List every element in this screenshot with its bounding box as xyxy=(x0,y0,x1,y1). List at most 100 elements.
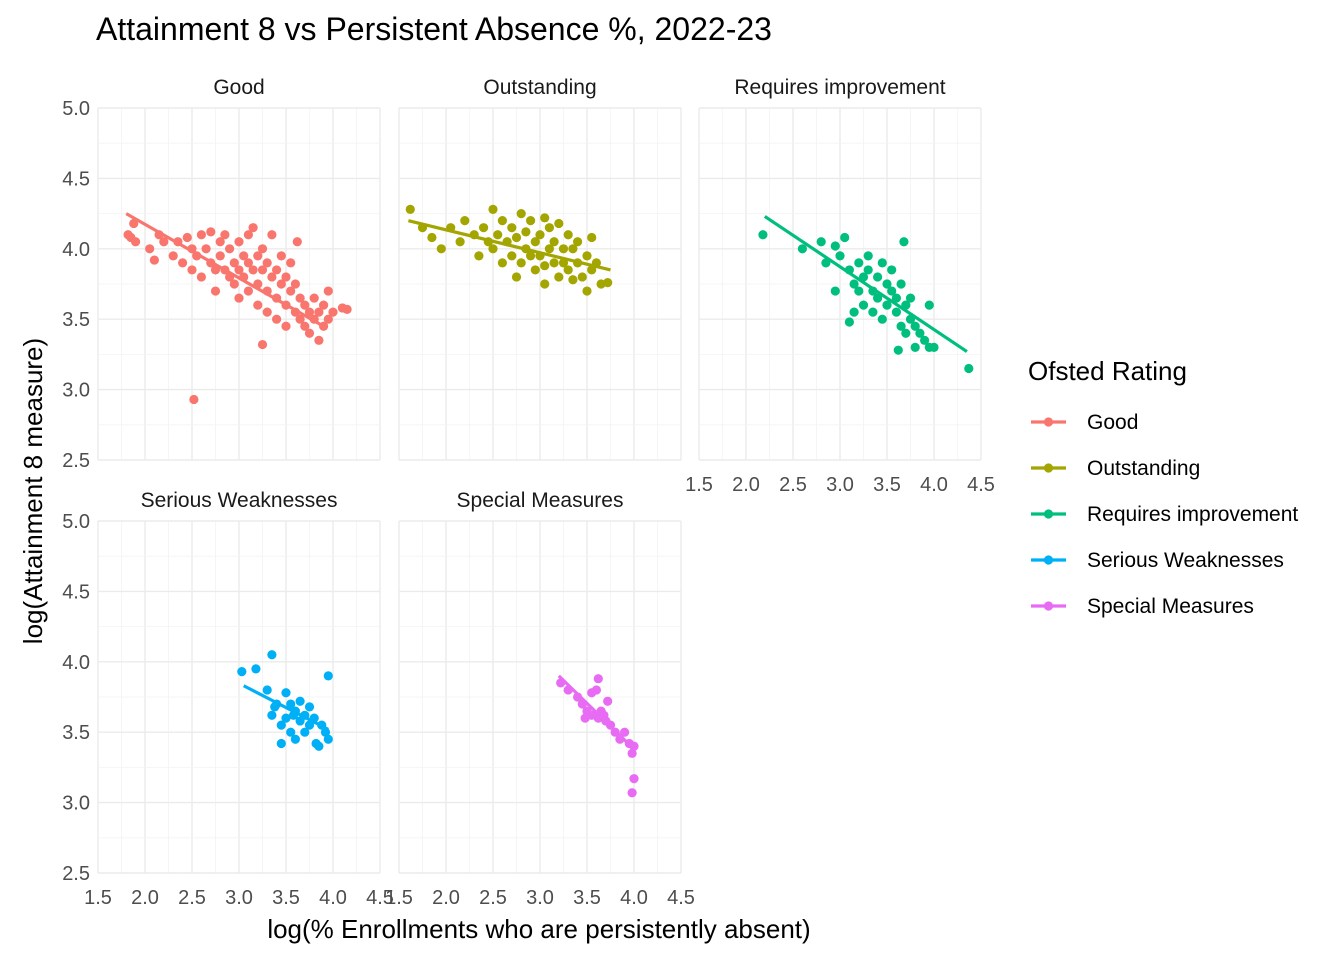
data-point xyxy=(225,244,235,254)
x-tick-label: 1.5 xyxy=(685,474,713,496)
x-axis-title: log(% Enrollments who are persistently a… xyxy=(267,914,810,944)
data-point xyxy=(189,394,199,405)
data-point xyxy=(257,339,268,350)
data-point xyxy=(237,667,247,677)
data-point xyxy=(314,307,324,317)
data-point xyxy=(516,209,526,219)
x-tick-label: 2.5 xyxy=(779,474,807,496)
trend-line-good xyxy=(125,212,325,328)
points-good xyxy=(123,218,352,405)
data-point xyxy=(582,286,592,296)
data-point xyxy=(248,265,258,275)
data-point xyxy=(300,300,310,310)
data-point xyxy=(455,237,465,247)
data-point xyxy=(196,272,206,282)
data-point xyxy=(149,255,159,265)
data-point xyxy=(215,251,225,261)
data-point xyxy=(910,342,920,352)
data-point xyxy=(234,293,244,303)
data-point xyxy=(587,232,597,243)
data-point xyxy=(319,300,329,310)
data-point xyxy=(286,727,296,737)
facet-label-outstanding: Outstanding xyxy=(483,76,596,99)
data-point xyxy=(854,258,864,268)
data-point xyxy=(488,204,498,214)
data-point xyxy=(436,244,446,254)
data-point xyxy=(603,277,613,288)
data-point xyxy=(511,232,522,243)
data-point xyxy=(215,237,225,247)
data-point xyxy=(924,300,934,310)
data-point xyxy=(479,223,489,233)
x-tick-label: 2.0 xyxy=(432,887,460,909)
data-point xyxy=(882,279,892,289)
trend-line-outstanding xyxy=(408,219,611,272)
data-point xyxy=(563,230,573,240)
data-point xyxy=(844,317,855,327)
x-tick-label: 3.5 xyxy=(272,887,300,909)
data-point xyxy=(267,272,277,282)
legend-label: Special Measures xyxy=(1087,595,1254,618)
data-point xyxy=(858,300,869,310)
data-point xyxy=(540,261,550,271)
data-point xyxy=(554,272,564,282)
data-point xyxy=(304,720,315,730)
data-point xyxy=(896,279,906,289)
data-point xyxy=(272,314,282,324)
data-point xyxy=(281,272,291,282)
panel-requires-improvement: Requires improvement 1.5 2.0 2.5 3.0 3.5 4.0 4.… xyxy=(685,76,995,496)
data-point xyxy=(286,286,296,296)
data-point xyxy=(582,251,592,261)
data-point xyxy=(577,272,587,282)
data-point xyxy=(290,734,300,744)
data-point xyxy=(544,244,555,254)
legend-title: Ofsted Rating xyxy=(1028,356,1187,386)
panel-outstanding: Outstanding xyxy=(398,76,682,461)
legend-key-point xyxy=(1043,463,1054,473)
data-point xyxy=(276,251,286,261)
data-point xyxy=(863,251,873,261)
trend-line-special-measures xyxy=(557,674,636,751)
data-point xyxy=(558,244,569,254)
data-point xyxy=(286,699,296,709)
panel-special-measures: Special Measures 1.5 2.0 2.5 3.0 3.5 4.0 4.5 xyxy=(385,489,695,909)
data-point xyxy=(835,251,845,261)
data-point xyxy=(262,685,272,695)
facet-label-serious-weaknesses: Serious Weaknesses xyxy=(141,489,338,512)
data-point xyxy=(262,258,272,268)
data-point xyxy=(549,258,559,268)
data-point xyxy=(516,258,526,268)
data-point xyxy=(899,237,909,247)
data-point xyxy=(873,293,883,303)
data-point xyxy=(234,237,244,247)
data-point xyxy=(196,230,206,240)
data-point xyxy=(304,328,315,338)
x-tick-label: 2.0 xyxy=(131,887,159,909)
y-tick-label: 4.5 xyxy=(62,581,90,603)
data-point xyxy=(863,265,873,275)
data-point xyxy=(234,265,244,275)
data-point xyxy=(964,363,974,374)
data-point xyxy=(526,216,536,226)
y-tick-label: 3.0 xyxy=(62,380,90,402)
data-point xyxy=(295,293,305,303)
legend-label: Good xyxy=(1087,411,1138,434)
data-point xyxy=(849,307,859,317)
data-point xyxy=(568,244,578,254)
panel-grid xyxy=(398,107,682,461)
data-point xyxy=(891,293,902,303)
data-point xyxy=(267,650,277,660)
data-point xyxy=(295,314,305,324)
data-point xyxy=(544,223,555,233)
y-tick-label: 4.0 xyxy=(62,239,90,261)
data-point xyxy=(797,244,808,254)
data-point xyxy=(281,321,291,331)
x-tick-label: 3.0 xyxy=(826,474,854,496)
data-point xyxy=(488,244,498,254)
panel-good: Good 2.5 3.0 3.5 4.0 4.5 5.0 xyxy=(62,76,381,472)
y-axis-title: log(Attainment 8 measure) xyxy=(18,338,48,644)
data-point xyxy=(887,286,897,296)
data-point xyxy=(253,251,263,261)
data-point xyxy=(257,265,268,275)
